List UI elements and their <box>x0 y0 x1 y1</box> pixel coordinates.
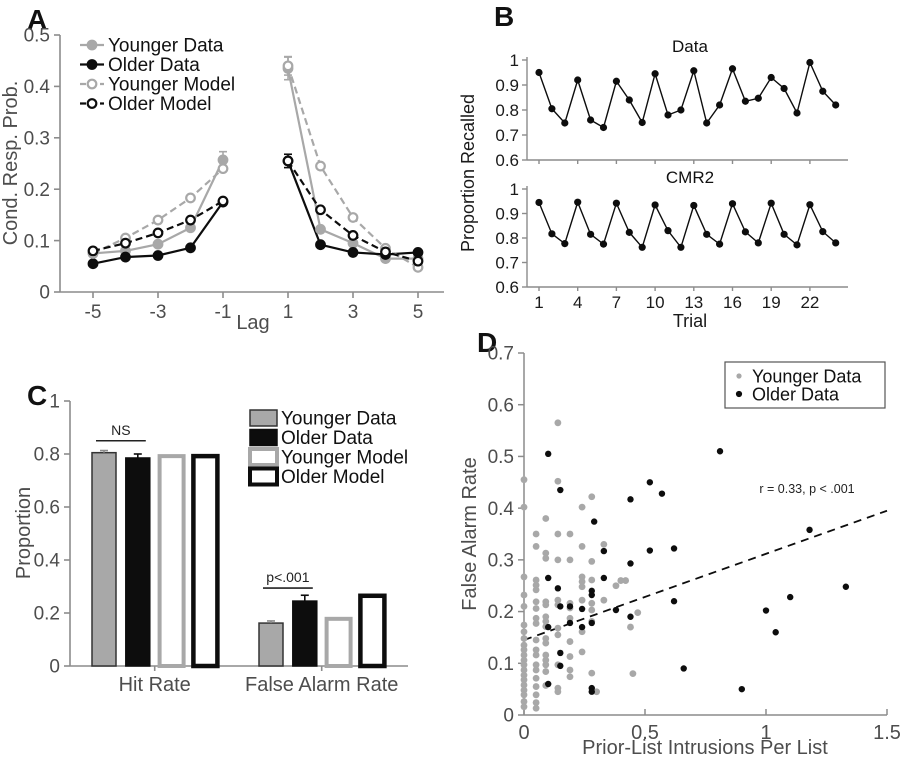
svg-text:Hit Rate: Hit Rate <box>119 674 191 696</box>
svg-text:Younger Data: Younger Data <box>108 36 224 57</box>
panel-a-chart: 0 0.1 0.2 0.3 0.4 0.5 -5 -3 -1 1 3 5 Lag Cond. Resp. … <box>0 26 444 334</box>
svg-text:Cond. Resp. Prob.: Cond. Resp. Prob. <box>0 81 22 246</box>
svg-text:0.3: 0.3 <box>488 551 514 572</box>
svg-text:22: 22 <box>800 293 819 312</box>
svg-text:3: 3 <box>348 302 359 323</box>
svg-text:0: 0 <box>39 283 50 304</box>
svg-text:0.4: 0.4 <box>24 77 51 98</box>
svg-text:1: 1 <box>49 392 60 413</box>
svg-text:0: 0 <box>518 722 529 744</box>
svg-text:0.6: 0.6 <box>495 151 519 170</box>
svg-text:Trial: Trial <box>673 311 707 330</box>
svg-text:-3: -3 <box>150 302 167 323</box>
svg-text:Older Data: Older Data <box>752 384 840 404</box>
svg-text:1: 1 <box>510 51 519 70</box>
svg-text:1.5: 1.5 <box>873 722 900 744</box>
svg-text:Lag: Lag <box>236 312 269 334</box>
svg-text:0.4: 0.4 <box>488 499 515 520</box>
svg-text:0.7: 0.7 <box>495 126 519 145</box>
svg-text:0.8: 0.8 <box>495 229 519 248</box>
svg-text:16: 16 <box>723 293 742 312</box>
svg-text:Older Data: Older Data <box>281 428 373 449</box>
svg-text:0.9: 0.9 <box>495 76 519 95</box>
svg-text:0.2: 0.2 <box>488 602 514 623</box>
svg-text:1: 1 <box>534 293 543 312</box>
panel-d-label: D <box>477 327 498 358</box>
svg-text:0.6: 0.6 <box>495 278 519 297</box>
svg-text:p<.001: p<.001 <box>266 569 309 585</box>
svg-text:Younger Data: Younger Data <box>752 366 862 386</box>
svg-text:13: 13 <box>684 293 703 312</box>
svg-text:1: 1 <box>760 722 771 744</box>
svg-text:1: 1 <box>283 302 294 323</box>
svg-text:Younger Model: Younger Model <box>281 448 408 469</box>
svg-text:0.8: 0.8 <box>34 445 60 466</box>
svg-text:19: 19 <box>762 293 781 312</box>
svg-text:False Alarm Rate: False Alarm Rate <box>245 674 398 696</box>
panel-b-chart: 0.6 0.7 0.8 0.9 1 Data 0.6 0.7 0.8 0.9 1 CMR2 1 4 7 10 1… <box>460 37 848 330</box>
svg-text:NS: NS <box>111 422 130 438</box>
panel-d-chart: 0 0.1 0.2 0.3 0.4 0.5 0.6 0.7 0 0.5 1 1.5 Younger Da… <box>460 344 900 759</box>
svg-text:0.4: 0.4 <box>34 551 61 572</box>
svg-text:CMR2: CMR2 <box>666 168 714 187</box>
panel-b-label: B <box>494 1 515 32</box>
svg-text:4: 4 <box>573 293 582 312</box>
panel-c-label: C <box>27 380 48 411</box>
svg-text:Younger Model: Younger Model <box>108 75 235 96</box>
svg-text:-5: -5 <box>85 302 102 323</box>
svg-text:Prior-List Intrusions Per List: Prior-List Intrusions Per List <box>582 737 828 759</box>
svg-text:0.1: 0.1 <box>488 654 514 675</box>
svg-text:10: 10 <box>646 293 665 312</box>
svg-text:Data: Data <box>672 37 708 56</box>
svg-text:0.5: 0.5 <box>24 26 50 47</box>
svg-text:0.6: 0.6 <box>488 395 514 416</box>
svg-text:r = 0.33, p < .001: r = 0.33, p < .001 <box>759 482 854 496</box>
svg-text:0: 0 <box>503 706 514 727</box>
svg-text:7: 7 <box>612 293 621 312</box>
svg-text:0.3: 0.3 <box>24 128 50 149</box>
svg-text:Older Data: Older Data <box>108 55 200 76</box>
svg-text:0.8: 0.8 <box>495 101 519 120</box>
svg-text:Older Model: Older Model <box>281 467 385 488</box>
svg-text:False Alarm Rate: False Alarm Rate <box>460 457 481 610</box>
panel-a-label: A <box>27 4 48 35</box>
panel-c-chart: 0 0.2 0.4 0.6 0.8 1 Hit Rate False Alarm Rate NS… <box>13 392 408 696</box>
svg-text:0.2: 0.2 <box>24 180 50 201</box>
svg-text:Proportion: Proportion <box>13 487 35 579</box>
svg-text:0.5: 0.5 <box>488 447 514 468</box>
svg-text:1: 1 <box>510 180 519 199</box>
svg-text:-1: -1 <box>215 302 232 323</box>
svg-text:0.6: 0.6 <box>34 498 60 519</box>
svg-text:Proportion Recalled: Proportion Recalled <box>460 94 478 252</box>
svg-text:0.7: 0.7 <box>495 253 519 272</box>
svg-text:Older Model: Older Model <box>108 94 212 115</box>
svg-text:0: 0 <box>49 657 60 678</box>
svg-text:0.1: 0.1 <box>24 231 50 252</box>
svg-text:0.9: 0.9 <box>495 204 519 223</box>
svg-text:0.5: 0.5 <box>631 722 659 744</box>
svg-text:Younger Data: Younger Data <box>281 409 397 430</box>
svg-text:5: 5 <box>413 302 424 323</box>
svg-text:0.2: 0.2 <box>34 604 60 625</box>
svg-text:0.7: 0.7 <box>488 344 514 365</box>
